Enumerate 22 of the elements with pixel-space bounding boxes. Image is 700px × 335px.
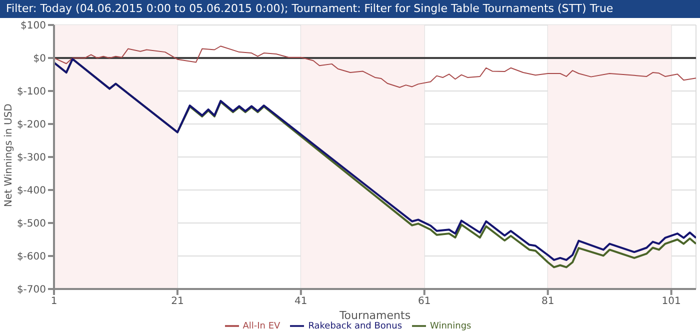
x-tick-label: 21: [171, 296, 184, 308]
y-tick-label: $-200: [16, 120, 46, 131]
legend-label: Rakeback and Bonus: [308, 321, 402, 332]
y-tick-label: $-500: [16, 218, 46, 230]
chart-title: Filter: Today (04.06.2015 0:00 to 05.06.2015 0:00); Tournament: Filter for Single Table Tournaments (STT) True: [0, 0, 700, 18]
x-tick-label: 1: [50, 296, 58, 308]
y-tick-label: $-100: [16, 86, 46, 98]
legend-label: All-In EV: [242, 321, 280, 332]
x-tick-label: 61: [418, 296, 431, 308]
x-tick-label: 101: [662, 296, 681, 308]
y-tick-label: $-400: [16, 186, 46, 197]
y-tick-label: $-300: [16, 152, 46, 164]
x-tick-label: 81: [541, 296, 554, 308]
y-tick-label: $-700: [16, 284, 46, 296]
y-tick-label: $-600: [16, 252, 46, 263]
y-tick-label: $100: [20, 20, 46, 32]
legend-label: Winnings: [430, 321, 472, 332]
x-axis-title: Tournaments: [338, 309, 411, 322]
x-tick-label: 41: [294, 296, 308, 308]
y-axis-title: Net Winnings in USD: [4, 103, 15, 207]
y-tick-label: $0: [33, 54, 46, 65]
line-series: [54, 46, 696, 88]
